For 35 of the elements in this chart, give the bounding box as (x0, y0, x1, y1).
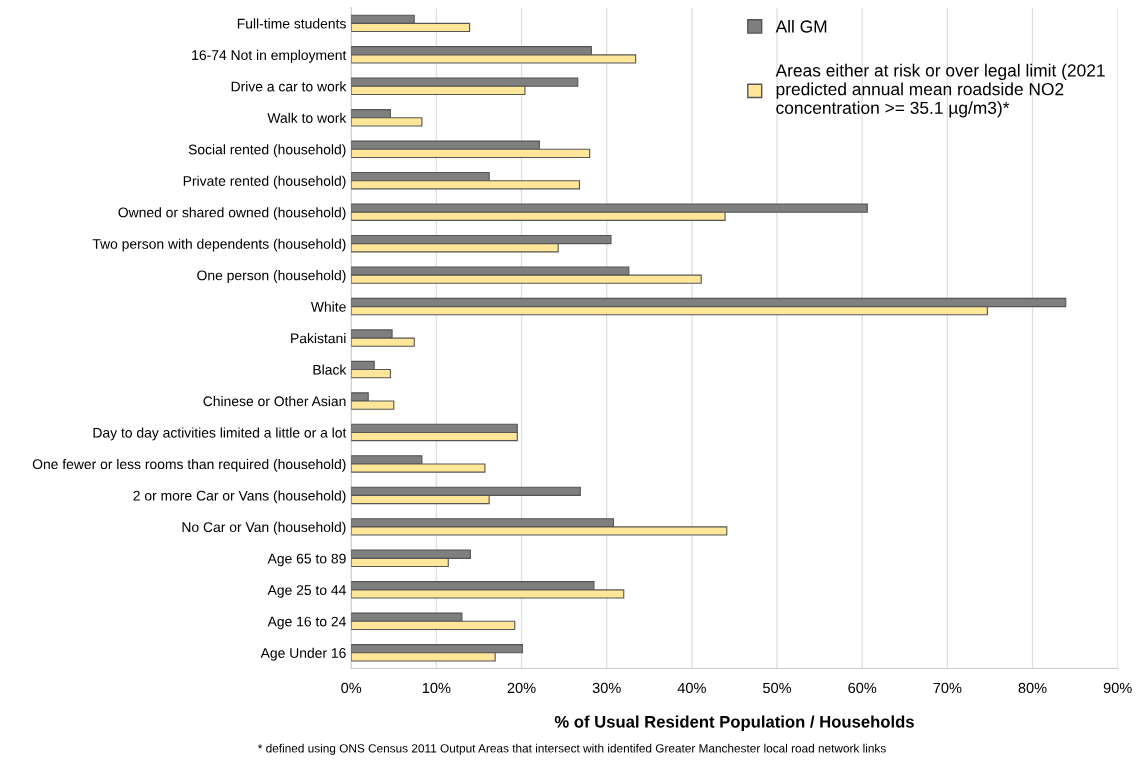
x-tick-label: 40% (677, 682, 706, 694)
y-tick-label: Chinese or Other Asian (203, 395, 346, 407)
y-tick-label: 2 or more Car or Vans (household) (133, 490, 346, 504)
y-tick-label: Full-time students (237, 18, 346, 29)
x-tick-label: 50% (763, 682, 792, 694)
y-tick-label: Social rented (household) (188, 144, 346, 158)
x-axis-title: % of Usual Resident Population / Households (554, 715, 914, 731)
y-tick-label: Age 65 to 89 (267, 553, 346, 567)
y-tick-label: One fewer or less rooms than required (household) (32, 458, 346, 472)
y-tick-label: 16-74 Not in employment (192, 49, 347, 63)
y-tick-label: Private rented (household) (183, 175, 346, 189)
x-tick-label: 30% (592, 682, 621, 694)
y-tick-label: Pakistani (291, 333, 346, 344)
y-tick-label: White (310, 301, 346, 312)
y-tick-label: Day to day activities limited a little or a lot (93, 427, 347, 441)
x-tick-label: 0% (341, 682, 362, 694)
x-tick-label: 90% (1103, 682, 1132, 694)
y-tick-label: Drive a car to work (231, 81, 347, 92)
y-tick-label: Black (313, 364, 347, 375)
y-tick-label: No Car or Van (household) (182, 521, 346, 535)
x-tick-label: 70% (933, 682, 962, 694)
x-tick-label: 60% (848, 682, 877, 694)
y-tick-label: Age 25 to 44 (267, 585, 346, 598)
y-tick-label: One person (household) (197, 270, 346, 284)
y-tick-label: Walk to work (267, 112, 347, 123)
y-tick-label: Age Under 16 (260, 647, 346, 661)
legend-label: Areas either at risk or over legal limit (2021 predicted annual mean roadside NO2 concentration >= 35.1 µg/m3)* (775, 63, 1105, 118)
x-tick-label: 20% (507, 682, 536, 694)
y-tick-label: Age 16 to 24 (267, 616, 346, 630)
legend-label: All GM (775, 19, 827, 33)
y-tick-label: Owned or shared owned (household) (118, 207, 346, 221)
x-tick-label: 10% (422, 682, 451, 694)
x-tick-label: 80% (1018, 682, 1047, 694)
text: * defined using ONS Census 2011 Output Areas that intersect with identifed Greater Manchester local road network links (257, 743, 886, 755)
y-tick-label: Two person with dependents (household) (92, 238, 346, 252)
